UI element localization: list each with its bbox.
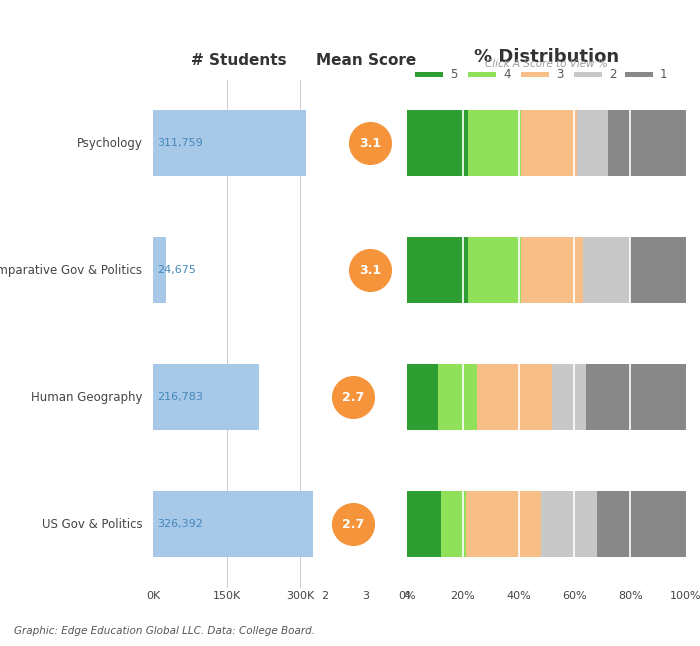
- Text: 2: 2: [609, 68, 617, 81]
- Bar: [583, 237, 630, 303]
- Bar: [522, 110, 578, 176]
- Text: 3.1: 3.1: [359, 264, 381, 276]
- Text: 3.1: 3.1: [359, 137, 381, 150]
- Text: Human Geography: Human Geography: [31, 391, 142, 404]
- Text: 326,392: 326,392: [158, 519, 203, 529]
- Bar: [407, 364, 438, 430]
- Bar: [541, 492, 596, 557]
- Bar: [438, 364, 477, 430]
- Point: [348, 519, 359, 530]
- Text: Graphic: Edge Education Global LLC. Data: College Board.: Graphic: Edge Education Global LLC. Data…: [14, 627, 315, 636]
- Bar: [586, 364, 686, 430]
- Bar: [522, 237, 583, 303]
- Text: 3: 3: [556, 68, 564, 81]
- Bar: [468, 72, 496, 78]
- Bar: [522, 72, 550, 78]
- Bar: [468, 110, 522, 176]
- Bar: [552, 364, 586, 430]
- Text: 5: 5: [450, 68, 458, 81]
- Point: [348, 392, 359, 402]
- Text: 311,759: 311,759: [158, 138, 203, 148]
- Bar: [608, 110, 686, 176]
- Text: 2.7: 2.7: [342, 518, 365, 531]
- Point: [365, 138, 376, 149]
- Text: 4: 4: [503, 68, 511, 81]
- Bar: [624, 72, 652, 78]
- Bar: [407, 237, 468, 303]
- Bar: [575, 72, 602, 78]
- Text: Mean Score: Mean Score: [316, 53, 416, 68]
- Bar: [466, 492, 541, 557]
- Bar: [578, 110, 608, 176]
- Point: [365, 265, 376, 275]
- Bar: [596, 492, 686, 557]
- Bar: [407, 492, 440, 557]
- Text: US Gov & Politics: US Gov & Politics: [42, 518, 142, 531]
- Bar: [415, 72, 443, 78]
- Bar: [153, 492, 313, 557]
- Bar: [468, 237, 522, 303]
- Bar: [153, 364, 260, 430]
- Text: Click A Score to View %: Click A Score to View %: [485, 59, 608, 70]
- Text: 216,783: 216,783: [158, 392, 203, 402]
- Text: 2.7: 2.7: [342, 391, 365, 404]
- Bar: [477, 364, 552, 430]
- Text: 1: 1: [659, 68, 667, 81]
- Bar: [630, 237, 686, 303]
- Text: Comparative Gov & Politics: Comparative Gov & Politics: [0, 264, 142, 276]
- Text: Psychology: Psychology: [76, 137, 142, 150]
- Bar: [153, 110, 306, 176]
- Text: 24,675: 24,675: [158, 266, 196, 275]
- Text: # Students: # Students: [191, 53, 287, 68]
- Bar: [407, 110, 468, 176]
- Bar: [440, 492, 466, 557]
- Bar: [153, 237, 165, 303]
- Text: % Distribution: % Distribution: [474, 48, 619, 66]
